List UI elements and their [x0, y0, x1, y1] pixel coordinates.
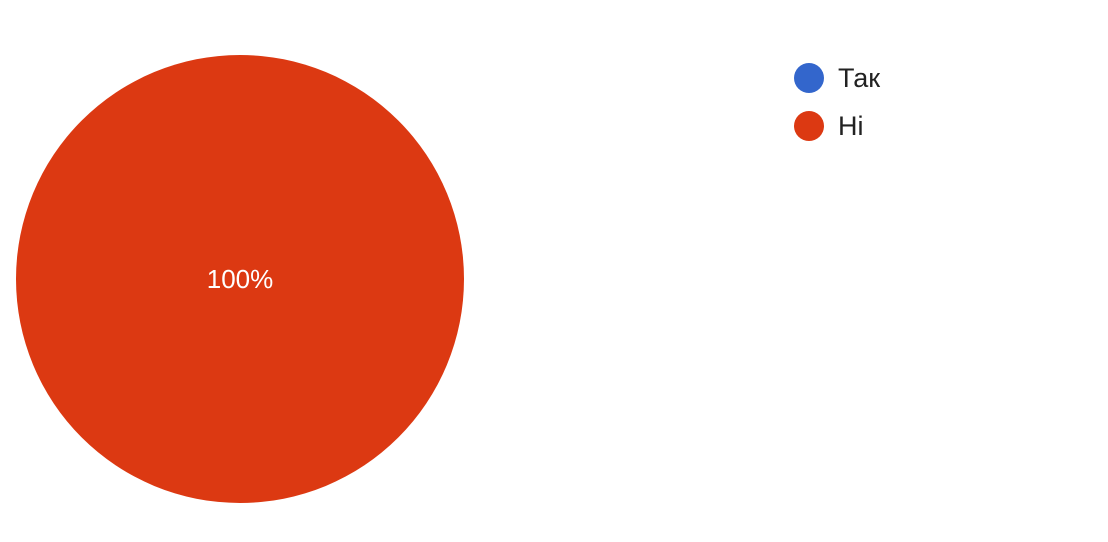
- legend-swatch-tak: [794, 63, 824, 93]
- pie-slice-ni[interactable]: [16, 55, 464, 503]
- legend: Так Ні: [794, 54, 880, 150]
- legend-label-tak: Так: [838, 62, 881, 93]
- legend-item-tak[interactable]: Так: [794, 54, 880, 102]
- legend-swatch-ni: [794, 111, 824, 141]
- pie-slice-labels: 100%: [207, 264, 274, 294]
- legend-label-ni: Ні: [838, 110, 864, 141]
- legend-item-ni[interactable]: Ні: [794, 102, 880, 150]
- pie-slice-label-ni: 100%: [207, 264, 274, 294]
- pie-slices: [16, 55, 464, 503]
